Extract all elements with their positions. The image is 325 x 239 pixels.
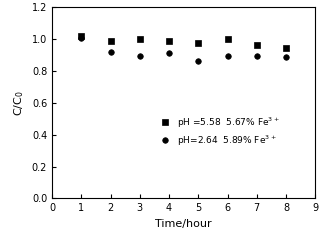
Y-axis label: C/C$_0$: C/C$_0$ — [12, 90, 26, 116]
Legend: pH =5.58  5.67% Fe$^{3+}$, pH=2.64  5.89% Fe$^{3+}$: pH =5.58 5.67% Fe$^{3+}$, pH=2.64 5.89% … — [152, 112, 283, 151]
X-axis label: Time/hour: Time/hour — [155, 219, 212, 229]
